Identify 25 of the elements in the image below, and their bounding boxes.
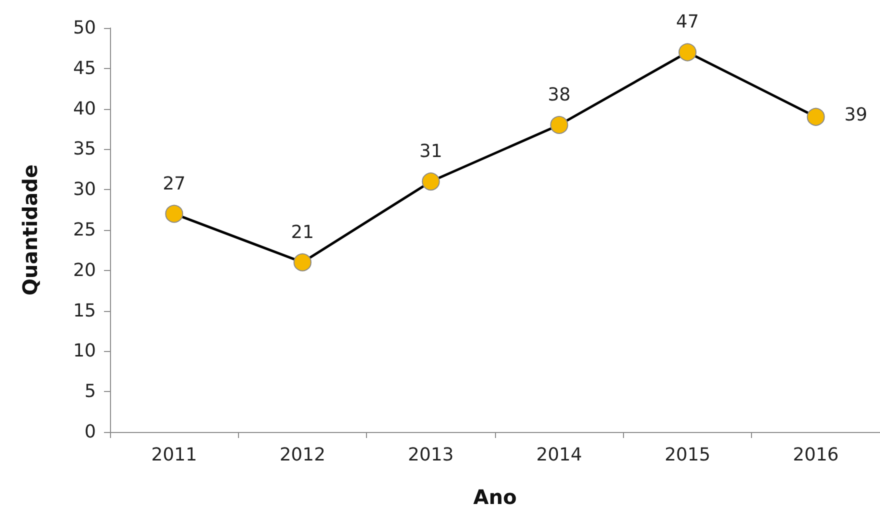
y-tick-label: 10 xyxy=(73,340,96,362)
y-tick-label: 5 xyxy=(84,381,96,402)
data-label: 21 xyxy=(291,222,314,243)
data-label: 27 xyxy=(162,173,186,194)
x-tick-label: 2016 xyxy=(792,444,839,466)
x-tick-label: 2014 xyxy=(536,444,582,466)
data-label: 31 xyxy=(419,141,442,162)
y-tick-label: 45 xyxy=(73,58,96,79)
data-label: 38 xyxy=(548,84,571,106)
data-label: 47 xyxy=(676,12,699,33)
x-tick-label: 2015 xyxy=(664,444,710,466)
y-tick-label: 40 xyxy=(73,98,96,120)
y-tick-label: 50 xyxy=(73,18,96,38)
y-tick-label: 15 xyxy=(73,300,96,322)
y-axis-title: Quantidade xyxy=(18,164,42,296)
x-tick-label: 2013 xyxy=(408,444,454,466)
x-axis-title: Ano xyxy=(473,485,517,509)
y-tick-label: 30 xyxy=(73,179,96,200)
y-tick-label: 35 xyxy=(73,138,96,160)
y-tick-label: 0 xyxy=(84,422,96,442)
x-tick-label: 2012 xyxy=(280,444,326,466)
y-tick-label: 20 xyxy=(73,260,96,281)
data-label: 39 xyxy=(844,104,868,126)
x-tick-label: 2011 xyxy=(151,444,198,466)
y-tick-label: 25 xyxy=(73,220,96,240)
